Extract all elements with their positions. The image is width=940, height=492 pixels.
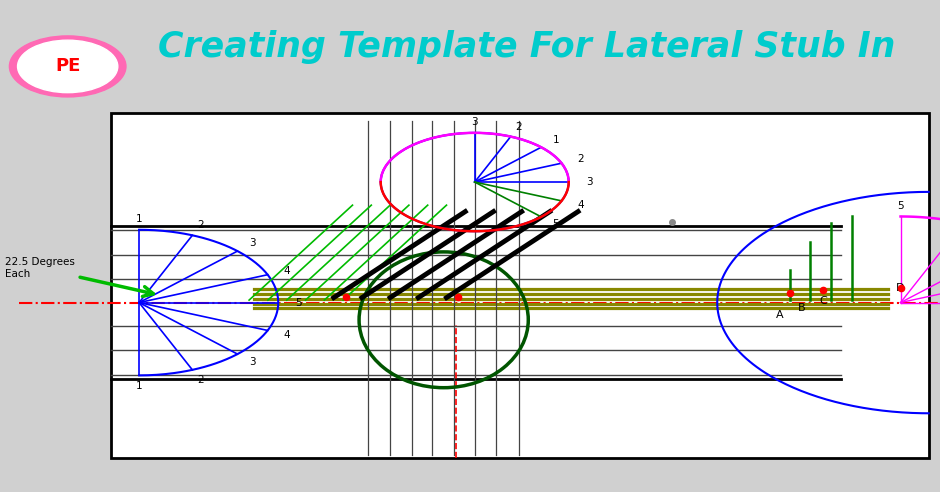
Text: 3: 3	[249, 239, 256, 248]
Text: 2: 2	[197, 220, 204, 230]
Text: Creating Template For Lateral Stub In: Creating Template For Lateral Stub In	[158, 30, 895, 64]
Text: 3: 3	[586, 177, 593, 187]
Text: 1: 1	[553, 135, 559, 145]
Text: 4: 4	[577, 200, 584, 210]
Circle shape	[90, 78, 102, 85]
Text: 2: 2	[515, 122, 522, 131]
Text: B: B	[798, 304, 806, 313]
Circle shape	[18, 40, 118, 92]
Text: 3: 3	[471, 117, 478, 127]
Text: 5: 5	[553, 219, 559, 229]
Text: PE: PE	[55, 58, 80, 75]
Text: 3: 3	[249, 357, 256, 367]
Circle shape	[90, 48, 102, 55]
Circle shape	[33, 48, 45, 55]
Text: A: A	[776, 310, 784, 320]
Text: 2: 2	[197, 375, 204, 385]
Bar	[111, 113, 929, 458]
Circle shape	[9, 36, 126, 97]
Text: 1: 1	[135, 381, 143, 391]
Text: 5: 5	[295, 298, 303, 308]
Text: 22.5 Degrees
Each: 22.5 Degrees Each	[5, 257, 153, 296]
Text: 2: 2	[577, 154, 584, 164]
Circle shape	[33, 78, 45, 85]
Text: D: D	[896, 283, 905, 293]
Text: C: C	[820, 296, 827, 306]
Text: 5: 5	[897, 201, 904, 211]
Text: 1: 1	[135, 214, 143, 224]
Text: 4: 4	[284, 266, 290, 276]
Text: 4: 4	[284, 330, 290, 339]
